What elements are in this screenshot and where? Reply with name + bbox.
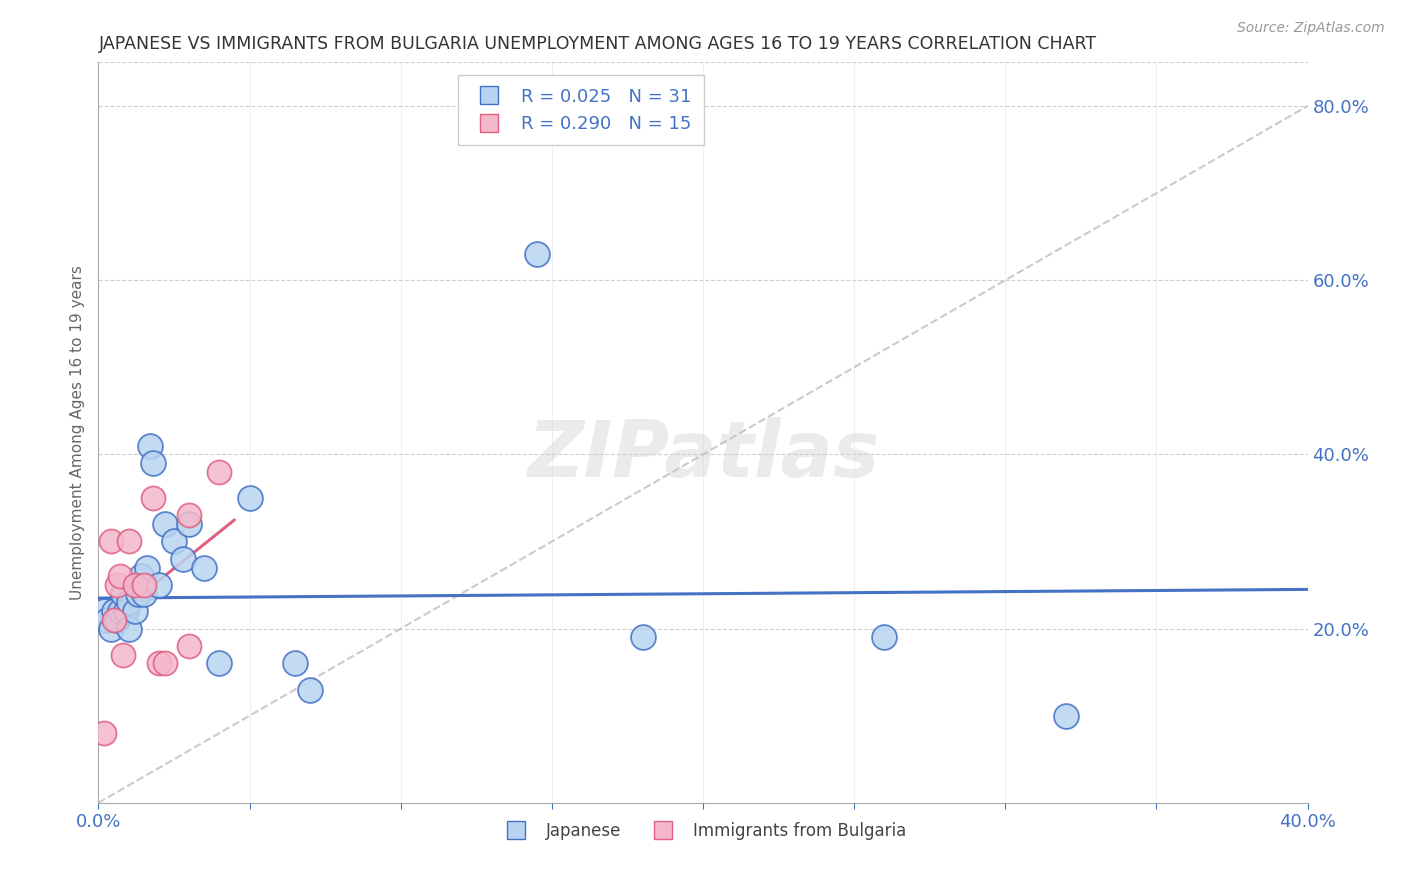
Point — [132, 578, 155, 592]
Point — [108, 604, 131, 618]
Point — [148, 578, 170, 592]
Point — [239, 491, 262, 505]
Point — [108, 569, 131, 583]
Point — [96, 613, 118, 627]
Point — [118, 534, 141, 549]
Point — [631, 630, 654, 644]
Point — [179, 639, 201, 653]
Point — [132, 587, 155, 601]
Point — [111, 648, 134, 662]
Point — [118, 622, 141, 636]
Point — [299, 682, 322, 697]
Point — [873, 630, 896, 644]
Point — [114, 604, 136, 618]
Point — [103, 613, 125, 627]
Point — [118, 595, 141, 609]
Point — [153, 657, 176, 671]
Point — [142, 491, 165, 505]
Point — [135, 560, 157, 574]
Point — [193, 560, 215, 574]
Point — [100, 534, 122, 549]
Point — [129, 569, 152, 583]
Point — [208, 465, 231, 479]
Point — [1054, 708, 1077, 723]
Point — [526, 247, 548, 261]
Point — [93, 726, 115, 740]
Point — [93, 604, 115, 618]
Point — [208, 657, 231, 671]
Y-axis label: Unemployment Among Ages 16 to 19 years: Unemployment Among Ages 16 to 19 years — [69, 265, 84, 600]
Point — [124, 604, 146, 618]
Point — [163, 534, 186, 549]
Point — [100, 622, 122, 636]
Point — [179, 517, 201, 532]
Point — [139, 439, 162, 453]
Point — [105, 613, 128, 627]
Point — [111, 587, 134, 601]
Point — [127, 587, 149, 601]
Point — [103, 604, 125, 618]
Point — [179, 508, 201, 523]
Point — [148, 657, 170, 671]
Point — [284, 657, 307, 671]
Text: JAPANESE VS IMMIGRANTS FROM BULGARIA UNEMPLOYMENT AMONG AGES 16 TO 19 YEARS CORR: JAPANESE VS IMMIGRANTS FROM BULGARIA UNE… — [98, 35, 1097, 53]
Point — [172, 552, 194, 566]
Legend: Japanese, Immigrants from Bulgaria: Japanese, Immigrants from Bulgaria — [494, 815, 912, 847]
Point — [105, 578, 128, 592]
Point — [142, 456, 165, 470]
Text: ZIPatlas: ZIPatlas — [527, 417, 879, 493]
Point — [124, 578, 146, 592]
Text: Source: ZipAtlas.com: Source: ZipAtlas.com — [1237, 21, 1385, 35]
Point — [153, 517, 176, 532]
